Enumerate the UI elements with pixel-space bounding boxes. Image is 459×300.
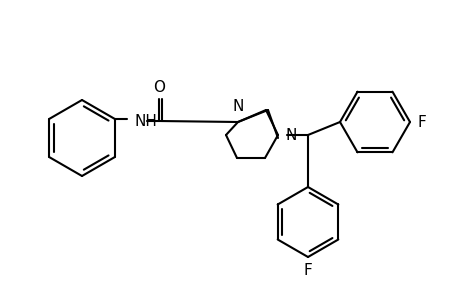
Text: NH: NH bbox=[134, 113, 157, 128]
Text: F: F bbox=[303, 263, 312, 278]
Text: N: N bbox=[285, 128, 297, 142]
Text: N: N bbox=[232, 99, 243, 114]
Text: F: F bbox=[417, 115, 426, 130]
Text: O: O bbox=[152, 80, 164, 95]
